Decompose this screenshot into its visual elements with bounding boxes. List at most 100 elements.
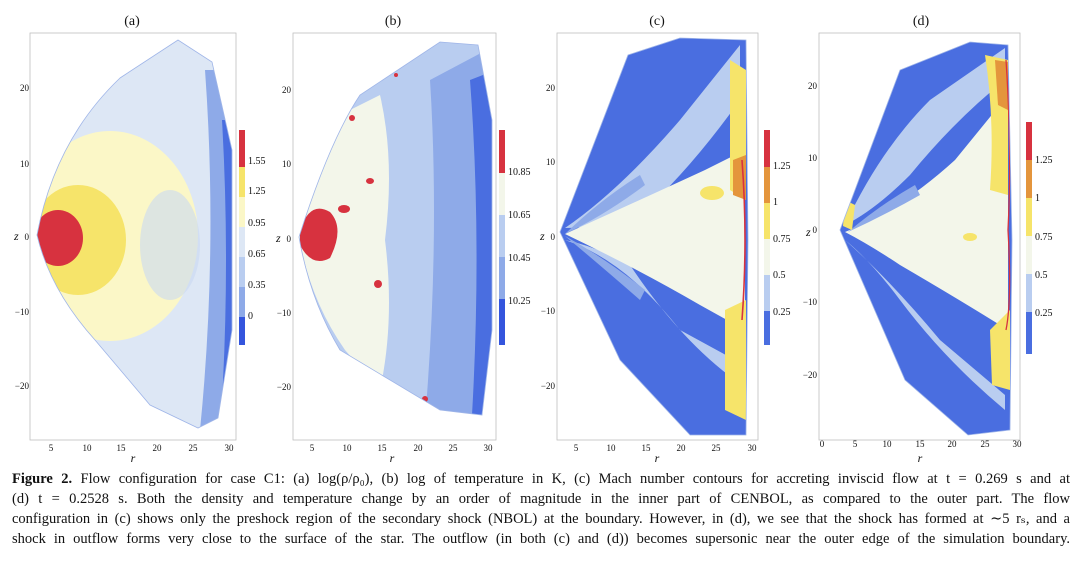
cb-label: 0 xyxy=(248,311,253,322)
mid-band xyxy=(848,185,920,232)
boundary-red-line xyxy=(741,159,746,321)
cb-label: 0.5 xyxy=(773,270,786,281)
lower-yellow-shock xyxy=(725,300,746,420)
panel-b-ytick: −10 xyxy=(277,308,292,318)
cb-pale xyxy=(239,227,245,257)
caption-label: Figure 2. xyxy=(12,471,73,487)
panel-d-colorbar: 1.25 1 0.75 0.5 0.25 xyxy=(1026,122,1053,354)
caption-line: Figure 2. Flow configuration for case C1… xyxy=(12,469,1070,489)
cb-red xyxy=(499,130,505,173)
panel-c-frame xyxy=(556,32,759,441)
cb-deep xyxy=(239,317,245,345)
cb-label: 0.5 xyxy=(1035,270,1048,281)
panel-b-outline xyxy=(298,41,493,416)
panel-a-xtick: 10 xyxy=(83,443,93,453)
panel-c-ylabel: z xyxy=(539,229,545,243)
panel-d-mach-map xyxy=(840,42,1012,435)
mid-band-lower xyxy=(565,236,645,300)
panel-b-xtick: 20 xyxy=(414,443,424,453)
panel-a-ytick: 10 xyxy=(20,159,30,169)
cb-label: 1.25 xyxy=(773,161,791,172)
panel-d-xtick: 15 xyxy=(916,439,926,449)
panel-b: (b) z r 20 10 0 −10 −20 5 10 15 20 25 30… xyxy=(275,14,531,465)
panel-a-title: (a) xyxy=(124,14,140,29)
panel-a-xtick: 20 xyxy=(153,443,163,453)
caption-line: (d) t = 0.2528 s. Both the density and t… xyxy=(12,491,1070,507)
panel-a-xtick: 25 xyxy=(189,443,199,453)
panel-d-xtick: 20 xyxy=(948,439,958,449)
cb-label: 1.55 xyxy=(248,156,266,167)
panel-b-colorbar: 10.85 10.65 10.45 10.25 xyxy=(499,130,531,345)
panel-c-ytick: 10 xyxy=(546,157,556,167)
panel-b-xtick: 25 xyxy=(449,443,459,453)
cb-label: 0.75 xyxy=(773,234,791,245)
cb-red xyxy=(239,130,245,167)
panel-b-xtick: 10 xyxy=(343,443,353,453)
yellow-patch xyxy=(963,233,977,241)
cb-cream xyxy=(499,173,505,215)
cb-blue xyxy=(1026,312,1032,354)
cb-light xyxy=(1026,274,1032,312)
red-spot xyxy=(349,115,355,121)
panel-d-xtick: 25 xyxy=(981,439,991,449)
panel-d-outline xyxy=(839,41,1013,436)
panel-d-xtick: 30 xyxy=(1013,439,1023,449)
mid-band xyxy=(565,175,645,234)
red-blob xyxy=(300,208,338,262)
panel-d-ytick: 10 xyxy=(808,153,818,163)
cb-label: 1 xyxy=(773,197,778,208)
cb-yellow xyxy=(764,203,770,239)
panel-d-ylabel: z xyxy=(805,225,811,239)
panel-d-ytick: 20 xyxy=(808,81,818,91)
cb-light xyxy=(239,257,245,287)
upper-orange-shock xyxy=(995,60,1008,110)
panel-b-ytick: 20 xyxy=(282,85,292,95)
panel-c-mach-map xyxy=(560,38,748,435)
cream-wedge xyxy=(845,95,1008,330)
cb-paleyellow xyxy=(239,197,245,227)
panel-c-ytick: 0 xyxy=(551,232,556,242)
panel-d-ytick: 0 xyxy=(813,225,818,235)
cb-cream xyxy=(1026,236,1032,274)
panel-b-frame xyxy=(292,32,497,441)
cb-yellow xyxy=(1026,198,1032,236)
cb-mid xyxy=(499,257,505,299)
caption-line: shock in outflow forms very close to the… xyxy=(12,531,1070,547)
panel-b-ylabel: z xyxy=(275,231,281,245)
panel-b-xlabel: r xyxy=(390,451,395,465)
cb-label: 10.25 xyxy=(508,296,531,307)
panel-c-xtick: 15 xyxy=(642,443,652,453)
panel-d-ytick: −20 xyxy=(803,370,818,380)
panel-c-xtick: 10 xyxy=(607,443,617,453)
boundary-red-line xyxy=(1005,59,1011,331)
panel-c-ytick: 20 xyxy=(546,83,556,93)
panel-b-ytick: 0 xyxy=(287,234,292,244)
cb-label: 0.35 xyxy=(248,280,266,291)
cb-label: 1 xyxy=(1035,193,1040,204)
panel-b-xtick: 30 xyxy=(484,443,494,453)
panel-d-ytick: −10 xyxy=(803,297,818,307)
cb-orange xyxy=(1026,160,1032,198)
cb-mid xyxy=(239,287,245,317)
noise-patch xyxy=(140,190,200,300)
panel-a-frame xyxy=(29,32,237,441)
panel-a-colorbar: 1.55 1.25 0.95 0.65 0.35 0 xyxy=(239,130,266,345)
yellow-patch xyxy=(700,186,724,200)
cb-label: 10.65 xyxy=(508,210,531,221)
cb-light xyxy=(764,275,770,311)
cb-label: 0.25 xyxy=(773,307,791,318)
figure: (a) z r 20 10 0 −10 −20 5 10 15 20 25 30… xyxy=(13,14,1053,465)
panel-a-ytick: 20 xyxy=(20,83,30,93)
panel-a-density-map xyxy=(37,40,232,428)
cb-label: 1.25 xyxy=(248,186,266,197)
cb-deep xyxy=(499,299,505,345)
panel-d-xlabel: r xyxy=(918,451,923,465)
cb-label: 0.75 xyxy=(1035,232,1053,243)
panel-b-xtick: 5 xyxy=(310,443,315,453)
panel-a-outline xyxy=(36,39,233,429)
upper-light-band xyxy=(845,48,1005,225)
panel-b-ytick: −20 xyxy=(277,382,292,392)
panel-a-ytick: −10 xyxy=(15,307,30,317)
panel-c-xtick: 25 xyxy=(712,443,722,453)
cb-blue xyxy=(764,311,770,345)
